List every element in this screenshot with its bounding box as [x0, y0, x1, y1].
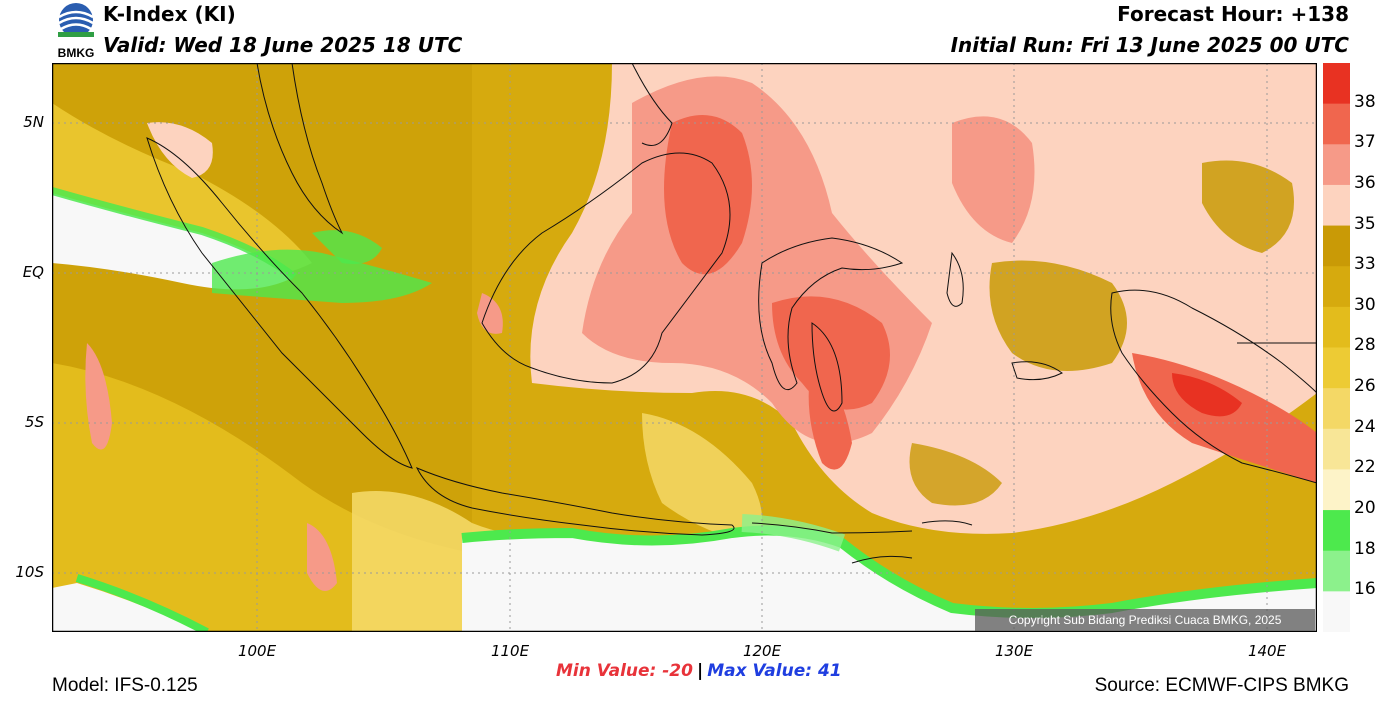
graticule	[52, 63, 1317, 632]
colorbar-label: 16	[1354, 579, 1376, 600]
initial-run: Initial Run: Fri 13 June 2025 00 UTC	[950, 33, 1349, 57]
colorbar-label: 36	[1354, 172, 1376, 193]
lon-label-120e: 120E	[742, 642, 782, 660]
colorbar-label: 24	[1354, 416, 1376, 437]
colorbar-segment	[1323, 347, 1350, 389]
forecast-hour: Forecast Hour: +138	[1117, 2, 1349, 26]
coastlines	[146, 63, 1317, 564]
colorbar-label: 35	[1354, 213, 1376, 234]
colorbar-segment	[1323, 388, 1350, 430]
colorbar-label: 33	[1354, 254, 1376, 275]
model-info: Model: IFS-0.125	[52, 675, 198, 696]
colorbar-label: 22	[1354, 457, 1376, 478]
valid-time: Valid: Wed 18 June 2025 18 UTC	[103, 33, 463, 57]
max-value: Max Value: 41	[707, 661, 842, 681]
lon-label-100e: 100E	[237, 642, 277, 660]
colorbar-segment	[1323, 306, 1350, 348]
lon-label-110e: 110E	[490, 642, 530, 660]
colorbar-segment	[1323, 510, 1350, 552]
lat-label-eq: EQ	[22, 263, 44, 281]
lon-label-130e: 130E	[994, 642, 1034, 660]
map-title: K-Index (KI)	[103, 2, 236, 26]
k-index-map	[52, 63, 1317, 632]
bmkg-logo: BMKG	[58, 3, 95, 60]
colorbar-label: 20	[1354, 498, 1376, 519]
colorbar	[1323, 63, 1350, 632]
colorbar-segment	[1323, 266, 1350, 308]
map-frame	[52, 63, 1317, 632]
min-max-separator: |	[696, 661, 704, 681]
colorbar-segment	[1323, 550, 1350, 592]
colorbar-label: 30	[1354, 294, 1376, 315]
source-info: Source: ECMWF-CIPS BMKG	[1094, 675, 1349, 696]
colorbar-label: 28	[1354, 335, 1376, 356]
colorbar-segment	[1323, 184, 1350, 227]
lat-label-5n: 5N	[23, 113, 44, 131]
colorbar-segment	[1323, 428, 1350, 470]
colorbar-segment	[1323, 591, 1350, 632]
min-max-values: Min Value: -20 | Max Value: 41	[556, 661, 842, 681]
lat-label-10s: 10S	[15, 563, 44, 581]
colorbar-segment	[1323, 225, 1350, 267]
colorbar-segment	[1323, 63, 1350, 105]
colorbar-label: 18	[1354, 538, 1376, 559]
min-value: Min Value: -20	[556, 661, 693, 681]
colorbar-label: 26	[1354, 376, 1376, 397]
colorbar-segment	[1323, 103, 1350, 145]
colorbar-segment	[1323, 144, 1350, 186]
copyright-notice: Copyright Sub Bidang Prediksi Cuaca BMKG…	[975, 609, 1315, 631]
lon-label-140e: 140E	[1247, 642, 1287, 660]
colorbar-segment	[1323, 469, 1350, 511]
colorbar-label: 38	[1354, 91, 1376, 112]
colorbar-label: 37	[1354, 132, 1376, 153]
lat-label-5s: 5S	[24, 413, 44, 431]
logo-text: BMKG	[58, 46, 95, 60]
